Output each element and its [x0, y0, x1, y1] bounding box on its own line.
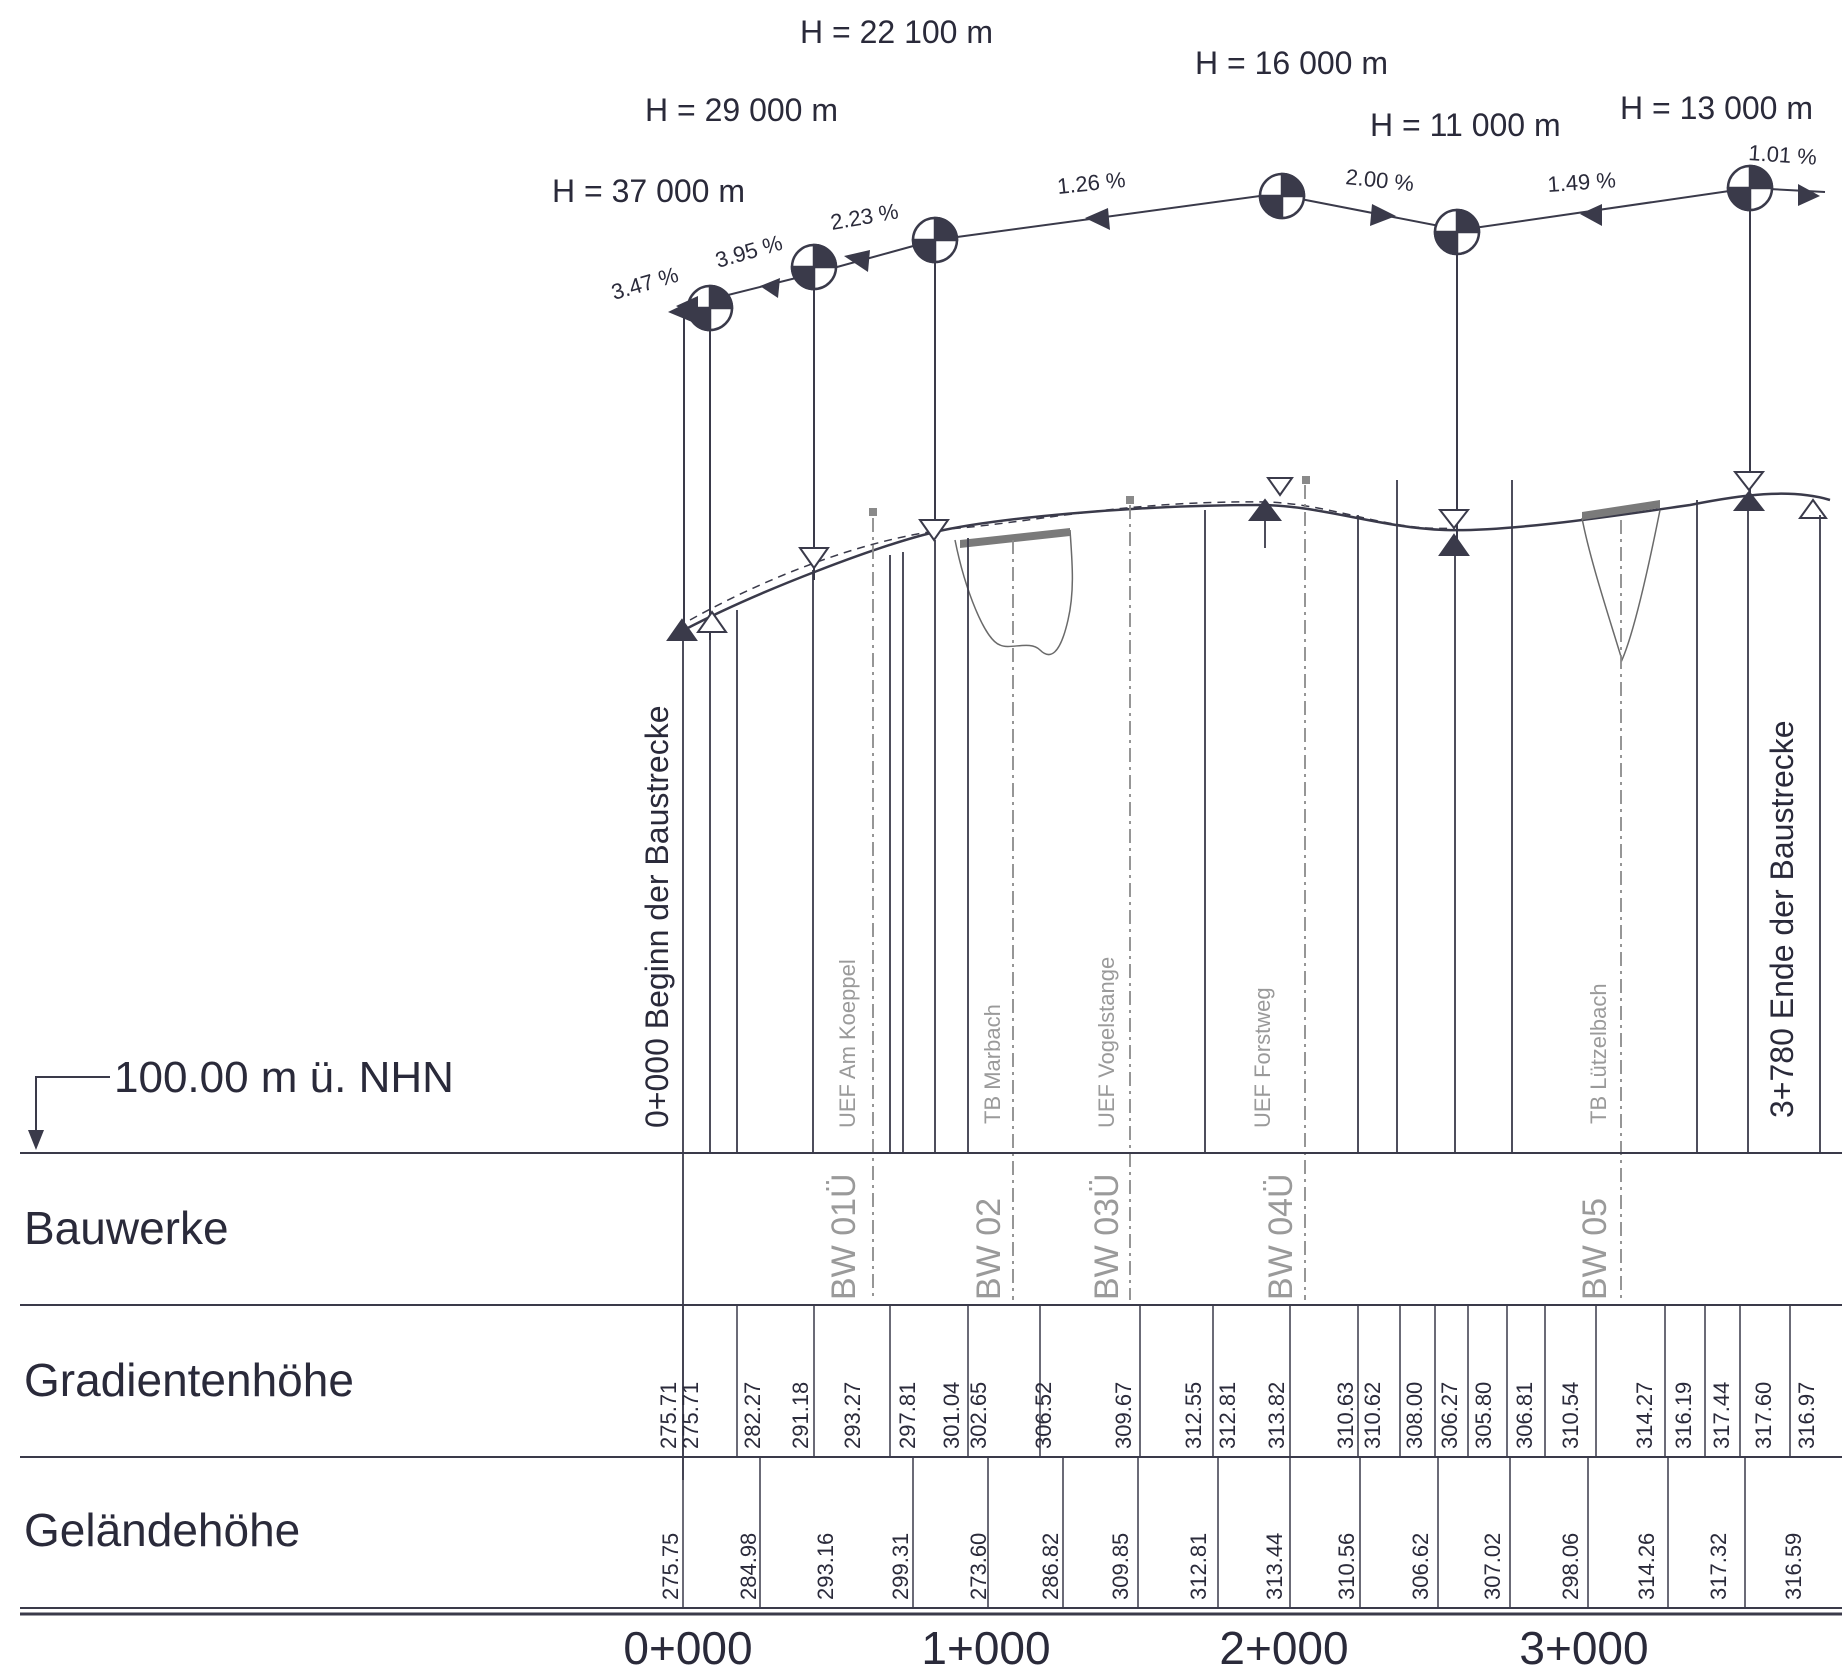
terrain-height-value: 284.98: [736, 1533, 761, 1600]
gradient-height-value: 293.27: [840, 1382, 865, 1449]
row-title-gelaendehoehe: Geländehöhe: [24, 1504, 300, 1556]
gradient-percent-4: 1.26 %: [1056, 167, 1127, 199]
gradient-height-value: 310.63: [1333, 1382, 1358, 1449]
station-label-3: 3+000: [1519, 1622, 1648, 1674]
gradient-height-value: 282.27: [740, 1382, 765, 1449]
terrain-height-value: 286.82: [1038, 1533, 1063, 1600]
curve-radius-label-1: H = 37 000 m: [552, 173, 745, 209]
station-verticals: [682, 480, 1821, 1480]
terrain-height-value: 314.26: [1634, 1533, 1659, 1600]
station-label-1: 1+000: [921, 1622, 1050, 1674]
bauwerk-label-1: BW 01Ü: [825, 1173, 863, 1300]
curve-point-markers: [686, 164, 1774, 332]
curve-point-marker-5: [1433, 208, 1481, 256]
terrain-height-value: 317.32: [1706, 1533, 1731, 1600]
terrain-valleys: [954, 509, 1661, 663]
structure-name-1: UEF Am Koeppel: [835, 959, 860, 1128]
gradient-height-value: 305.80: [1471, 1382, 1496, 1449]
gradient-height-value: 306.81: [1512, 1382, 1537, 1449]
bridge-decks: [960, 500, 1660, 548]
structure-axis-markers: [869, 476, 1310, 516]
gradient-height-value: 308.00: [1402, 1382, 1427, 1449]
terrain-height-value: 293.16: [813, 1533, 838, 1600]
terrain-height-value: 275.75: [658, 1533, 683, 1600]
terrain-height-value: 307.02: [1480, 1533, 1505, 1600]
gradient-height-value: 317.44: [1709, 1382, 1734, 1449]
gradient-percent-6: 1.49 %: [1547, 167, 1617, 197]
gradient-height-value: 312.55: [1181, 1382, 1206, 1449]
terrain-height-value: 309.85: [1108, 1533, 1133, 1600]
terrain-height-value: 313.44: [1262, 1533, 1287, 1600]
gradient-height-value: 302.65: [966, 1382, 991, 1449]
curve-point-marker-1: [686, 284, 734, 332]
band-table-grid: [20, 1152, 1842, 1616]
bauwerk-label-3: BW 03Ü: [1088, 1173, 1126, 1300]
gradient-percent-5: 2.00 %: [1344, 164, 1415, 196]
terrain-height-value: 306.62: [1408, 1533, 1433, 1600]
curve-point-marker-2: [790, 243, 838, 291]
gradient-height-value: 297.81: [895, 1382, 920, 1449]
leader-lines: [683, 210, 1751, 640]
row-title-bauwerke: Bauwerke: [24, 1202, 229, 1254]
terrain-height-value: 316.59: [1781, 1533, 1806, 1600]
station-label-2: 2+000: [1219, 1622, 1348, 1674]
bauwerk-label-5: BW 05: [1576, 1198, 1614, 1300]
start-chainage-label: 0+000 Beginn der Baustrecke: [639, 705, 675, 1128]
terrain-height-value: 298.06: [1558, 1533, 1583, 1600]
end-chainage-label: 3+780 Ende der Baustrecke: [1764, 720, 1800, 1118]
curve-radius-label-4: H = 16 000 m: [1195, 45, 1388, 81]
curve-radius-label-6: H = 13 000 m: [1620, 90, 1813, 126]
terrain-height-row: 275.75 284.98 293.16 299.31 273.60 286.82 309.…: [658, 1457, 1806, 1608]
gradient-height-value: 306.27: [1437, 1382, 1462, 1449]
structure-name-3: UEF Vogelstange: [1094, 957, 1119, 1128]
profile-curve-symbols: [666, 471, 1828, 641]
curve-radius-label-3: H = 22 100 m: [800, 14, 993, 50]
gradient-height-value: 301.04: [939, 1382, 964, 1449]
structure-axes: [872, 485, 1622, 1300]
gradient-percent-7: 1.01 %: [1748, 140, 1818, 170]
curve-point-marker-3: [911, 216, 959, 264]
structure-name-2: TB Marbach: [980, 1004, 1005, 1124]
datum-label: 100.00 m ü. NHN: [114, 1053, 454, 1102]
gradient-height-value: 275.71: [656, 1382, 681, 1449]
terrain-height-value: 273.60: [966, 1533, 991, 1600]
gradient-height-value: 306.52: [1031, 1382, 1056, 1449]
gradient-percent-1: 3.47 %: [608, 262, 681, 305]
curve-point-marker-6: [1726, 164, 1774, 212]
gradient-height-value: 310.54: [1558, 1382, 1583, 1449]
grade-direction-arrows: [668, 184, 1820, 322]
terrain-height-value: 312.81: [1186, 1533, 1211, 1600]
gradient-height-value: 316.19: [1671, 1382, 1696, 1449]
gradient-percent-3: 2.23 %: [829, 198, 901, 235]
bauwerk-label-2: BW 02: [970, 1198, 1008, 1300]
bauwerk-label-4: BW 04Ü: [1262, 1173, 1300, 1300]
curve-radius-label-5: H = 11 000 m: [1370, 107, 1561, 143]
gradient-height-value: 275.71: [678, 1382, 703, 1449]
structure-name-4: UEF Forstweg: [1250, 987, 1275, 1128]
gradient-height-value: 316.97: [1794, 1382, 1819, 1449]
row-title-gradientenhoehe: Gradientenhöhe: [24, 1354, 354, 1406]
gradient-percent-2: 3.95 %: [712, 230, 785, 273]
gradient-height-value: 313.82: [1264, 1382, 1289, 1449]
curve-point-marker-4: [1258, 172, 1306, 220]
terrain-height-value: 299.31: [888, 1533, 913, 1600]
station-label-0: 0+000: [623, 1622, 752, 1674]
datum-reference: 100.00 m ü. NHN: [28, 1053, 454, 1150]
terrain-height-value: 310.56: [1334, 1533, 1359, 1600]
gradient-height-value: 312.81: [1215, 1382, 1240, 1449]
gradient-height-value: 314.27: [1632, 1382, 1657, 1449]
gradient-height-value: 317.60: [1751, 1382, 1776, 1449]
structure-name-5: TB Lützelbach: [1586, 983, 1611, 1124]
gradient-height-value: 310.62: [1360, 1382, 1385, 1449]
curve-radius-label-2: H = 29 000 m: [645, 92, 838, 128]
gradient-height-value: 291.18: [788, 1382, 813, 1449]
gradient-height-value: 309.67: [1111, 1382, 1136, 1449]
